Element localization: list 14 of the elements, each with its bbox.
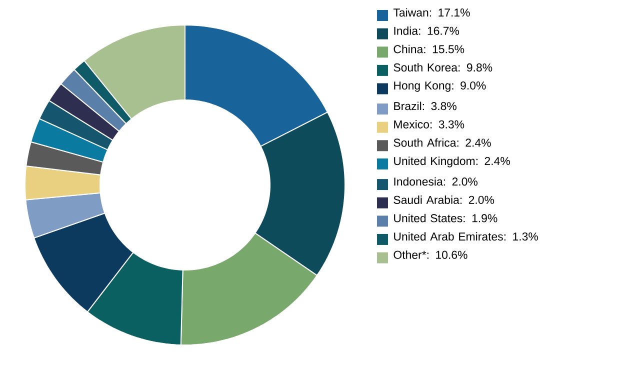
legend-label: Other*: 10.6% <box>394 250 468 259</box>
legend-label: Taiwan: 17.1% <box>393 8 470 17</box>
legend-label: China: 15.5% <box>394 44 464 54</box>
legend-label: Indonesia: 2.0% <box>394 177 478 186</box>
legend-label: United Arab Emirates: 1.3% <box>394 232 538 241</box>
legend-label: United Kingdom: 2.4% <box>394 156 510 168</box>
legend-label: Hong Kong: 9.0% <box>394 81 486 92</box>
legend-label: Mexico: 3.3% <box>394 120 464 128</box>
legend-label: South Korea: 9.8% <box>394 63 492 72</box>
legend-label: Brazil: 3.8% <box>394 102 456 110</box>
legend-label: United States: 1.9% <box>394 214 498 222</box>
legend-label: South Africa: 2.4% <box>394 138 491 147</box>
legend-label: Saudi Arabia: 2.0% <box>394 196 494 204</box>
legend-label: India: 16.7% <box>394 26 460 35</box>
